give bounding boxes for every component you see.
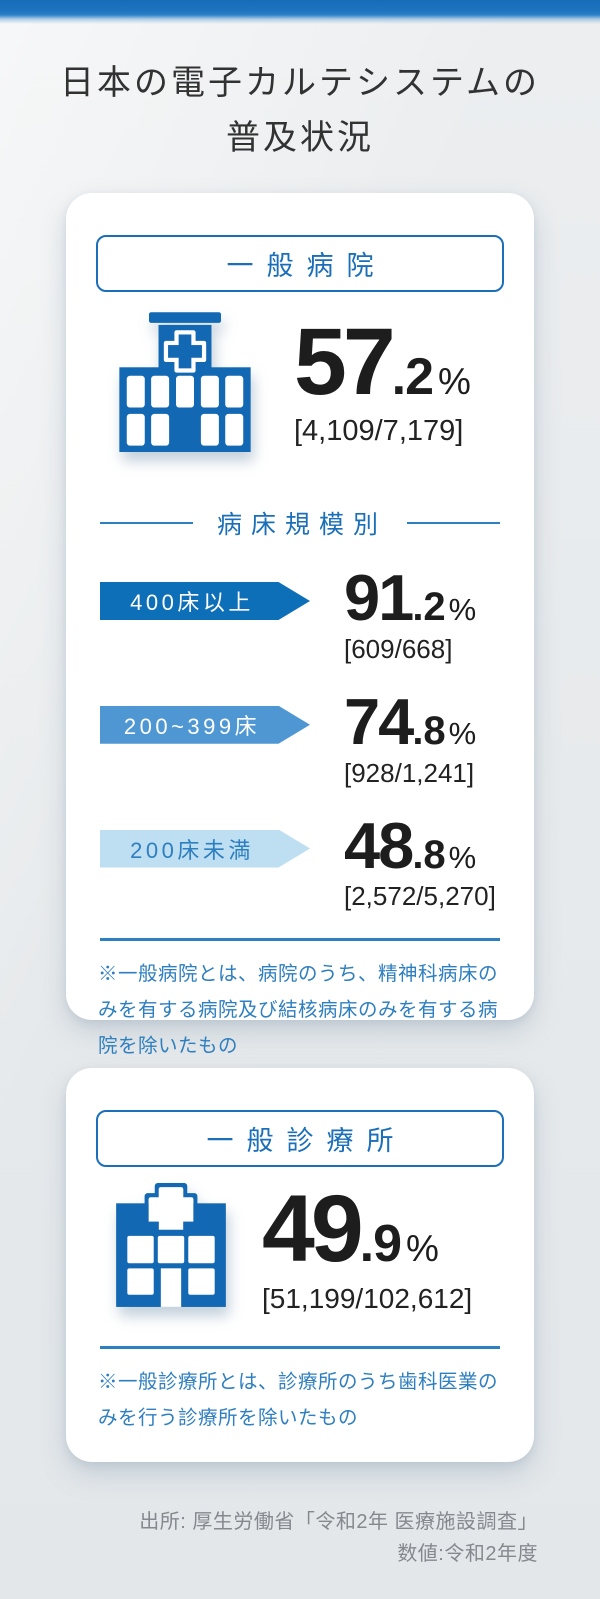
bed-scale-arrow-label: 400床以上	[100, 582, 310, 620]
bed-scale-row-200-399: 200~399床 74.8% [928/1,241]	[66, 684, 534, 789]
page-title-line1: 日本の電子カルテシステムの	[60, 63, 540, 103]
row-stat-dec: .8	[412, 708, 446, 753]
bed-scale-label-text: 200~399床	[123, 713, 261, 739]
bed-scale-label-text: 200床未満	[130, 837, 254, 863]
hospital-building-icon	[110, 308, 260, 457]
hospital-hero: 57.2% [4,109/7,179]	[66, 292, 534, 457]
bed-scale-stat: 91.2% [609/668]	[344, 561, 477, 665]
row-stat-fraction: [609/668]	[344, 633, 453, 664]
bed-scale-label-text: 400床以上	[130, 590, 254, 615]
clinic-footnote: ※一般診療所とは、診療所のうち歯科医業のみを行う診療所を除いたもの	[98, 1370, 499, 1429]
source-line1: 出所: 厚生労働省「令和2年 医療施設調査」	[139, 1511, 538, 1533]
clinic-main-int: 49	[262, 1176, 364, 1283]
clinic-main-pct-sign: %	[406, 1228, 439, 1270]
clinic-main-percentage: 49.9%	[262, 1176, 472, 1283]
bed-scale-row-400plus: 400床以上 91.2% [609/668]	[66, 561, 534, 665]
section-rule-left	[100, 521, 193, 525]
row-stat-pct-sign: %	[448, 715, 477, 751]
clinic-card: 一般診療所	[66, 1068, 534, 1462]
clinic-hero: 49.9% [51,199/102,612]	[66, 1167, 534, 1316]
clinic-building-icon	[110, 1183, 232, 1316]
row-stat-pct-sign: %	[448, 592, 477, 627]
page-title: 日本の電子カルテシステムの 普及状況	[0, 56, 600, 166]
bed-scale-arrow-label: 200~399床	[100, 705, 310, 744]
clinic-main-dec: .9	[359, 1215, 402, 1274]
source-attribution: 出所: 厚生労働省「令和2年 医療施設調査」 数値:令和2年度	[139, 1506, 538, 1570]
source-line2: 数値:令和2年度	[397, 1543, 538, 1565]
row-stat-pct-sign: %	[448, 839, 477, 875]
row-stat-int: 48	[344, 808, 414, 882]
row-stat-int: 91	[344, 561, 414, 634]
hospital-main-stat: 57.2% [4,109/7,179]	[294, 308, 471, 448]
bed-scale-row-under200: 200床未満 48.8% [2,572/5,270]	[66, 808, 534, 913]
bed-scale-section-header: 病床規模別	[66, 505, 534, 541]
page-title-line2: 普及状況	[226, 118, 374, 159]
hospital-card: 一般病院	[66, 193, 534, 1057]
hospital-main-int: 57	[294, 308, 396, 415]
hospital-main-percentage: 57.2%	[294, 308, 471, 415]
hospital-card-header-label: 一般病院	[226, 251, 387, 281]
hospital-main-pct-sign: %	[438, 360, 471, 402]
clinic-main-fraction: [51,199/102,612]	[262, 1282, 473, 1314]
hospital-main-fraction: [4,109/7,179]	[294, 415, 464, 448]
bed-scale-arrow-label: 200床未満	[100, 829, 310, 868]
clinic-main-stat: 49.9% [51,199/102,612]	[262, 1176, 473, 1314]
footnote-divider	[100, 938, 500, 941]
bed-scale-stat: 48.8% [2,572/5,270]	[344, 808, 496, 913]
bed-scale-stat: 74.8% [928/1,241]	[344, 684, 477, 789]
row-stat-dec: .8	[412, 832, 446, 877]
clinic-card-header: 一般診療所	[96, 1110, 504, 1167]
row-stat-int: 74	[344, 684, 414, 758]
row-stat-dec: .2	[412, 585, 446, 629]
section-rule-right	[407, 521, 501, 525]
top-accent-bar	[0, 0, 600, 24]
footnote-divider	[100, 1346, 500, 1349]
hospital-card-header: 一般病院	[96, 235, 504, 292]
clinic-card-header-label: 一般診療所	[206, 1126, 407, 1156]
row-stat-fraction: [928/1,241]	[344, 757, 475, 788]
bed-scale-section-title: 病床規模別	[217, 511, 388, 539]
hospital-footnote: ※一般病院とは、病院のうち、精神科病床のみを有する病院及び結核病床のみを有する病…	[98, 962, 499, 1057]
row-stat-fraction: [2,572/5,270]	[344, 881, 496, 912]
hospital-main-dec: .2	[391, 347, 434, 406]
